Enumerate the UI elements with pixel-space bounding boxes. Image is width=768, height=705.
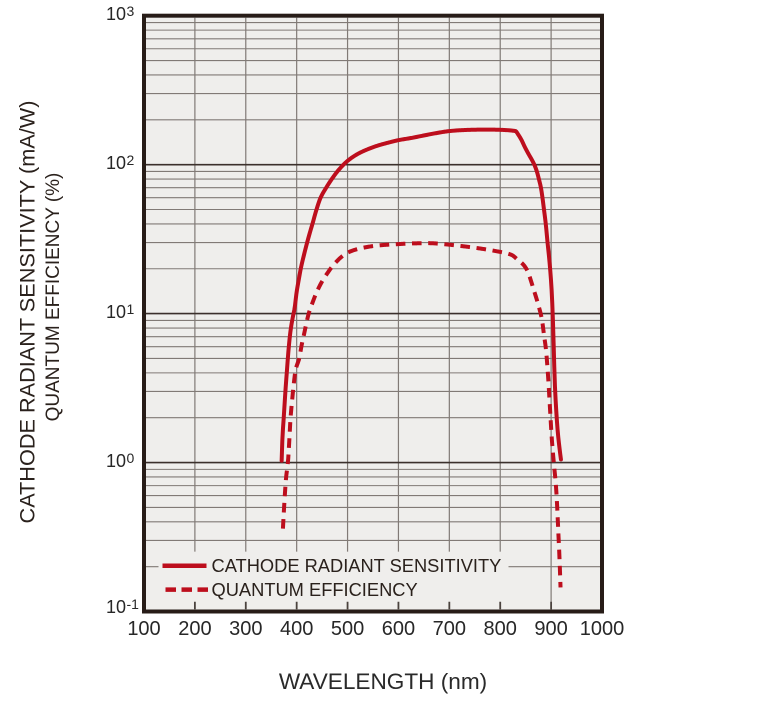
svg-text:400: 400 — [280, 618, 313, 640]
svg-text:QUANTUM EFFICIENCY: QUANTUM EFFICIENCY — [212, 579, 418, 600]
svg-text:3: 3 — [127, 3, 135, 19]
svg-text:800: 800 — [484, 618, 517, 640]
svg-text:-1: -1 — [127, 596, 140, 612]
svg-text:CATHODE RADIANT SENSITIVITY (m: CATHODE RADIANT SENSITIVITY (mA/W) — [15, 101, 40, 524]
svg-text:0: 0 — [127, 450, 135, 466]
svg-text:10: 10 — [106, 451, 126, 471]
svg-text:900: 900 — [534, 618, 567, 640]
svg-text:300: 300 — [229, 618, 262, 640]
svg-text:2: 2 — [127, 152, 135, 168]
svg-text:600: 600 — [382, 618, 415, 640]
svg-text:10: 10 — [106, 4, 126, 24]
svg-text:CATHODE RADIANT SENSITIVITY: CATHODE RADIANT SENSITIVITY — [212, 555, 502, 576]
svg-text:1000: 1000 — [580, 618, 625, 640]
svg-text:10: 10 — [106, 302, 126, 322]
svg-text:10: 10 — [106, 597, 126, 617]
svg-text:QUANTUM EFFICIENCY (%): QUANTUM EFFICIENCY (%) — [43, 173, 64, 422]
svg-text:10: 10 — [106, 153, 126, 173]
svg-text:200: 200 — [178, 618, 211, 640]
svg-text:700: 700 — [433, 618, 466, 640]
svg-text:WAVELENGTH (nm): WAVELENGTH (nm) — [279, 669, 487, 694]
svg-text:100: 100 — [127, 618, 160, 640]
svg-text:1: 1 — [127, 301, 135, 317]
svg-text:500: 500 — [331, 618, 364, 640]
